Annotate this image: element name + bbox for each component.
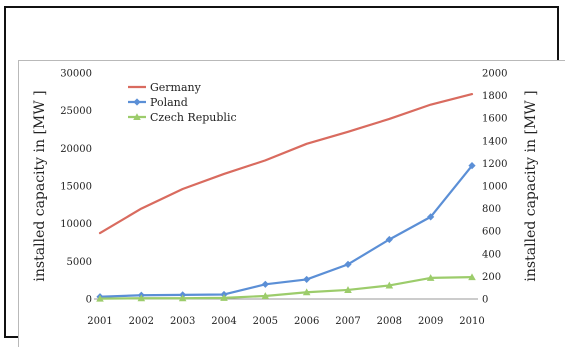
y-left-tick-label: 20000 bbox=[60, 144, 92, 155]
czech-republic-point bbox=[468, 273, 476, 281]
czech-republic-point bbox=[426, 274, 435, 281]
x-tick-label: 2006 bbox=[294, 316, 319, 327]
czech-republic-point bbox=[137, 294, 146, 302]
y-right-tick-label: 400 bbox=[482, 249, 501, 260]
czech-republic-point bbox=[261, 292, 270, 299]
poland-point bbox=[468, 162, 476, 170]
poland-point bbox=[261, 280, 269, 288]
czech-republic-point bbox=[302, 288, 311, 296]
czech-republic-line bbox=[98, 276, 474, 300]
y-left-tick-label: 30000 bbox=[60, 69, 92, 80]
legend-marker-czech-republic bbox=[133, 113, 141, 120]
x-tick-label: 2008 bbox=[377, 316, 402, 327]
poland-point bbox=[427, 213, 435, 221]
poland-line bbox=[98, 164, 474, 298]
legend-marker-poland bbox=[133, 98, 141, 106]
czech-republic-point bbox=[220, 294, 228, 301]
legend: Germany Poland Czech Republic bbox=[128, 81, 237, 124]
y-right-tick-label: 1200 bbox=[482, 159, 507, 170]
poland-point bbox=[344, 260, 352, 268]
y-right-tick-label: 600 bbox=[482, 227, 501, 238]
x-tick-label: 2001 bbox=[87, 316, 112, 327]
legend-label-germany: Germany bbox=[150, 81, 202, 94]
czech-republic-point bbox=[96, 294, 104, 302]
czech-republic-point bbox=[344, 286, 352, 293]
x-tick-label: 2009 bbox=[418, 316, 443, 327]
x-tick-label: 2007 bbox=[335, 316, 360, 327]
x-tick-label: 2003 bbox=[170, 316, 195, 327]
czech-republic-point bbox=[385, 281, 394, 289]
y-right-tick-label: 1400 bbox=[482, 136, 507, 147]
x-tick-label: 2002 bbox=[129, 316, 154, 327]
y-right-tick-label: 1000 bbox=[482, 182, 507, 193]
x-tick-label: 2004 bbox=[211, 316, 236, 327]
poland-point bbox=[303, 275, 311, 284]
axes: 0 5000 10000 15000 20000 25000 30000 0 200 400 600… bbox=[60, 69, 507, 328]
y-right-tick-label: 1800 bbox=[482, 91, 507, 102]
y-right-tick-label: 1600 bbox=[482, 114, 507, 125]
czech-republic-point bbox=[178, 294, 187, 302]
y-left-tick-label: 5000 bbox=[67, 257, 92, 268]
series-group bbox=[96, 92, 476, 302]
y-axis-right-label: installed capacity in [MW ] bbox=[523, 90, 539, 281]
y-right-tick-label: 200 bbox=[482, 272, 501, 283]
legend-label-czech-republic: Czech Republic bbox=[150, 111, 237, 124]
y-left-tick-label: 10000 bbox=[60, 219, 92, 230]
y-right-tick-label: 0 bbox=[482, 295, 488, 306]
y-axis-left-label: installed capacity in [MW ] bbox=[32, 90, 48, 281]
y-right-tick-label: 800 bbox=[482, 204, 501, 215]
y-left-tick-label: 15000 bbox=[60, 182, 92, 193]
x-tick-label: 2005 bbox=[253, 316, 278, 327]
y-left-tick-label: 0 bbox=[86, 295, 92, 306]
legend-label-poland: Poland bbox=[150, 96, 188, 109]
poland-point bbox=[385, 235, 393, 244]
y-right-tick-label: 2000 bbox=[482, 69, 507, 80]
germany-line bbox=[98, 92, 474, 235]
x-tick-label: 2010 bbox=[459, 316, 484, 327]
y-left-tick-label: 25000 bbox=[60, 106, 92, 117]
